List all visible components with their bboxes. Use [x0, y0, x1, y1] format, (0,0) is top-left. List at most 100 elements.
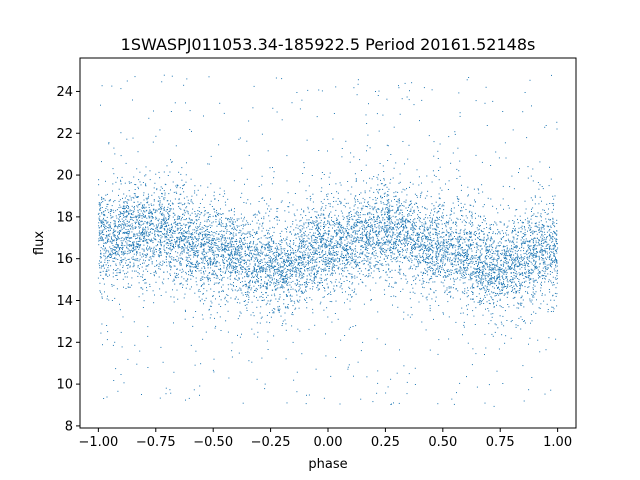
scatter-point — [504, 251, 506, 253]
scatter-point — [145, 183, 147, 185]
scatter-point — [166, 220, 167, 221]
scatter-point — [509, 259, 511, 261]
scatter-point — [228, 221, 230, 223]
scatter-point — [260, 276, 262, 277]
scatter-point — [383, 252, 385, 254]
scatter-point — [467, 250, 469, 252]
scatter-point — [204, 263, 206, 265]
scatter-point — [98, 227, 100, 229]
scatter-point — [481, 161, 483, 163]
scatter-point — [421, 239, 423, 241]
scatter-point — [318, 228, 319, 230]
scatter-point — [339, 286, 341, 288]
scatter-point — [332, 272, 334, 274]
scatter-point — [353, 209, 355, 211]
scatter-point — [449, 258, 451, 260]
scatter-point — [236, 263, 238, 265]
scatter-point — [178, 257, 180, 259]
scatter-point — [257, 238, 259, 240]
scatter-point — [158, 276, 160, 278]
scatter-point — [385, 251, 387, 253]
scatter-point — [137, 275, 139, 277]
scatter-point — [506, 261, 508, 263]
scatter-point — [340, 242, 342, 244]
scatter-point — [258, 271, 260, 273]
scatter-point — [426, 248, 428, 250]
scatter-point — [256, 222, 258, 224]
scatter-point — [311, 229, 313, 230]
scatter-point — [145, 256, 147, 258]
scatter-point — [242, 237, 244, 239]
scatter-point — [136, 238, 138, 239]
scatter-point — [213, 271, 215, 273]
scatter-point — [298, 247, 300, 249]
scatter-point — [186, 280, 188, 282]
scatter-point — [182, 188, 183, 190]
scatter-point — [446, 252, 448, 254]
scatter-point — [485, 291, 487, 293]
scatter-point — [295, 290, 297, 292]
scatter-point — [376, 212, 378, 214]
scatter-point — [393, 126, 395, 128]
scatter-point — [369, 236, 371, 238]
scatter-point — [224, 248, 226, 250]
scatter-point — [538, 274, 539, 276]
scatter-point — [143, 207, 144, 209]
scatter-point — [290, 288, 292, 290]
scatter-point — [293, 379, 295, 381]
scatter-point — [233, 269, 235, 271]
scatter-point — [250, 203, 252, 205]
scatter-point — [347, 233, 349, 235]
scatter-point — [315, 275, 317, 277]
scatter-point — [433, 208, 435, 210]
scatter-point — [416, 239, 418, 241]
scatter-point — [269, 210, 271, 212]
scatter-point — [362, 197, 364, 199]
scatter-point — [126, 237, 128, 238]
scatter-point — [369, 226, 371, 228]
scatter-point — [343, 256, 345, 258]
scatter-point — [430, 196, 432, 198]
scatter-point — [527, 291, 528, 293]
scatter-point — [401, 220, 403, 222]
scatter-point — [177, 215, 179, 217]
scatter-point — [506, 247, 508, 249]
scatter-point — [387, 219, 389, 221]
scatter-point — [129, 244, 131, 246]
scatter-point — [277, 208, 279, 209]
scatter-point — [470, 266, 472, 268]
scatter-point — [164, 251, 166, 253]
scatter-point — [294, 302, 296, 304]
scatter-point — [403, 311, 405, 313]
scatter-point — [238, 252, 240, 254]
scatter-point — [525, 271, 527, 273]
scatter-point — [229, 246, 231, 248]
scatter-point — [211, 222, 213, 224]
scatter-point — [203, 256, 205, 258]
scatter-point — [286, 266, 288, 267]
scatter-point — [278, 252, 280, 254]
scatter-point — [436, 247, 438, 249]
scatter-point — [129, 224, 131, 226]
scatter-point — [165, 221, 167, 223]
scatter-point — [246, 178, 248, 180]
scatter-point — [406, 282, 408, 284]
scatter-point — [368, 219, 370, 221]
scatter-point — [456, 238, 458, 240]
scatter-point — [278, 264, 279, 266]
scatter-point — [501, 249, 503, 251]
scatter-point — [434, 207, 436, 209]
scatter-point — [478, 258, 480, 260]
scatter-point — [390, 240, 392, 242]
scatter-point — [528, 279, 530, 281]
scatter-point — [172, 208, 174, 210]
scatter-point — [399, 218, 401, 220]
scatter-point — [394, 221, 396, 223]
scatter-point — [366, 221, 368, 223]
scatter-point — [457, 147, 459, 149]
scatter-point — [442, 204, 444, 206]
scatter-point — [190, 278, 192, 280]
scatter-point — [514, 277, 516, 279]
scatter-point — [351, 289, 353, 291]
